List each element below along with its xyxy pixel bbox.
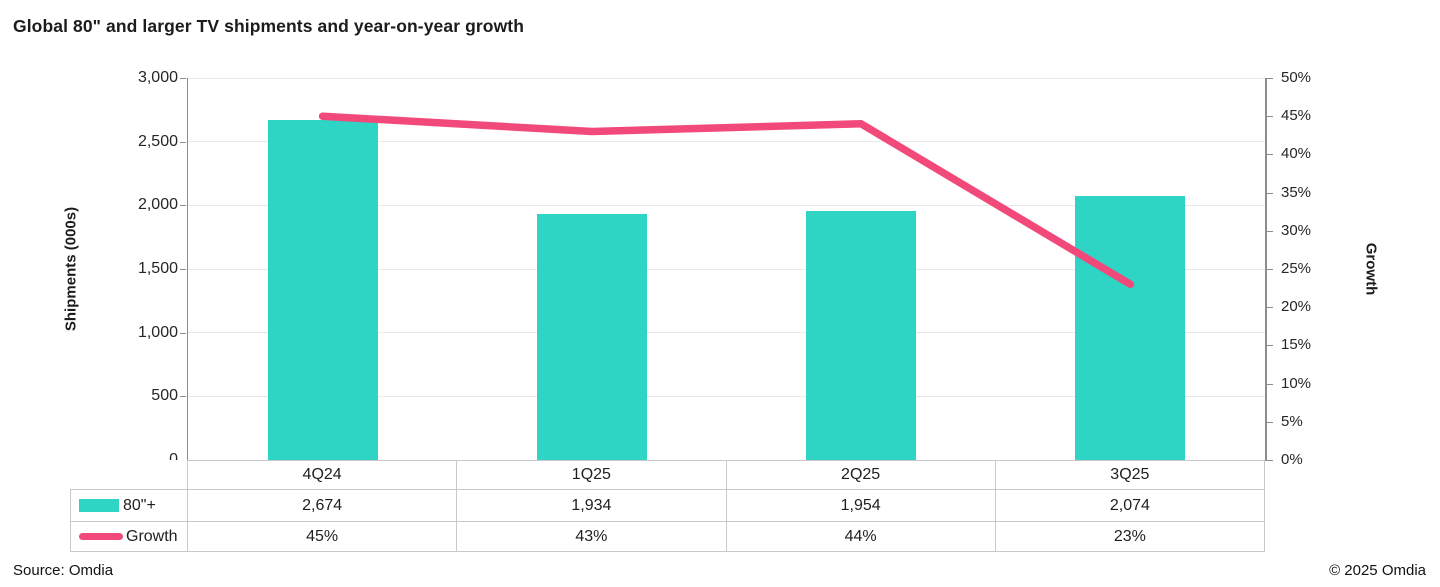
table-value-1Q25-growth: 43%	[457, 522, 727, 552]
legend-label: 80"+	[123, 496, 156, 514]
right-axis-tick	[1266, 230, 1273, 232]
gridline	[188, 141, 1265, 143]
table-header-3Q25: 3Q25	[995, 460, 1265, 490]
gridline	[188, 332, 1265, 334]
bar-2Q25	[806, 211, 917, 460]
right-axis-tick	[1266, 307, 1273, 309]
right-tick-label: 5%	[1281, 412, 1303, 430]
left-tick-label: 0	[88, 451, 178, 469]
right-axis-tick	[1266, 192, 1273, 194]
legend-label: Growth	[126, 527, 178, 545]
table-value-3Q25-growth: 23%	[995, 522, 1265, 552]
source-note: Source: Omdia	[13, 562, 114, 579]
right-axis-tick	[1266, 460, 1273, 461]
left-tick-label: 1,000	[137, 323, 178, 341]
left-tick-label: 2,500	[137, 132, 178, 150]
right-axis-title: Growth	[1362, 242, 1380, 296]
gridline	[188, 204, 1265, 206]
right-tick-label: 40%	[1281, 145, 1312, 163]
right-axis-tick	[1266, 421, 1273, 423]
left-tick-label: 2,000	[137, 196, 178, 214]
legend-swatch-line	[79, 533, 123, 540]
left-axis-tick	[180, 78, 186, 79]
right-tick-label: 30%	[1281, 221, 1312, 239]
left-axis-line	[186, 78, 188, 460]
right-axis-tick	[1266, 269, 1273, 270]
gridline	[188, 268, 1265, 270]
table-value-3Q25-shipments: 2,074	[995, 490, 1265, 522]
table-header-2Q25: 2Q25	[726, 460, 996, 490]
bar-3Q25	[1075, 195, 1186, 460]
legend-cell-shipments: 80"+	[70, 490, 188, 522]
right-tick-label: 35%	[1281, 183, 1312, 201]
growth-line-path	[318, 112, 1135, 289]
left-axis-tick	[180, 205, 186, 207]
legend-cell-growth: Growth	[70, 522, 188, 552]
left-axis-title: Shipments (000s)	[62, 206, 80, 332]
right-axis-tick	[1266, 383, 1273, 385]
right-tick-label: 15%	[1281, 336, 1312, 354]
table-header-4Q24: 4Q24	[188, 460, 458, 490]
left-axis-tick	[180, 396, 186, 398]
gridline	[188, 77, 1265, 79]
legend-swatch-bar	[79, 499, 119, 512]
table-value-1Q25-shipments: 1,934	[457, 490, 727, 522]
right-tick-label: 0%	[1281, 451, 1303, 468]
right-axis-tick	[1266, 154, 1273, 156]
table-value-2Q25-shipments: 1,954	[726, 490, 996, 522]
table-header-1Q25: 1Q25	[457, 460, 727, 490]
table-value-4Q24-shipments: 2,674	[188, 490, 458, 522]
right-axis-tick	[1266, 116, 1273, 118]
right-tick-label: 45%	[1281, 107, 1312, 125]
left-axis-tick	[180, 269, 186, 270]
left-axis-tick	[180, 141, 186, 143]
right-axis-tick	[1266, 345, 1273, 347]
right-axis-tick	[1266, 78, 1273, 79]
bar-4Q24	[267, 119, 378, 460]
right-tick-label: 10%	[1281, 374, 1312, 392]
table-value-4Q24-growth: 45%	[188, 522, 458, 552]
chart-title: Global 80" and larger TV shipments and y…	[13, 16, 525, 36]
right-axis-line	[1265, 78, 1267, 461]
copyright-note: © 2025 Omdia	[1329, 562, 1426, 579]
table-value-2Q25-growth: 44%	[726, 522, 996, 552]
table-corner-cell	[70, 460, 188, 490]
left-tick-label: 1,500	[137, 260, 178, 277]
left-axis-tick	[180, 332, 186, 334]
right-tick-label: 25%	[1281, 260, 1312, 277]
right-tick-label: 50%	[1281, 69, 1312, 86]
left-tick-label: 500	[151, 387, 178, 405]
right-tick-label: 20%	[1281, 298, 1312, 316]
growth-line	[318, 112, 1135, 289]
bar-1Q25	[536, 213, 647, 460]
plot-area	[188, 77, 1265, 460]
left-tick-label: 3,000	[137, 69, 178, 86]
gridline	[188, 395, 1265, 397]
